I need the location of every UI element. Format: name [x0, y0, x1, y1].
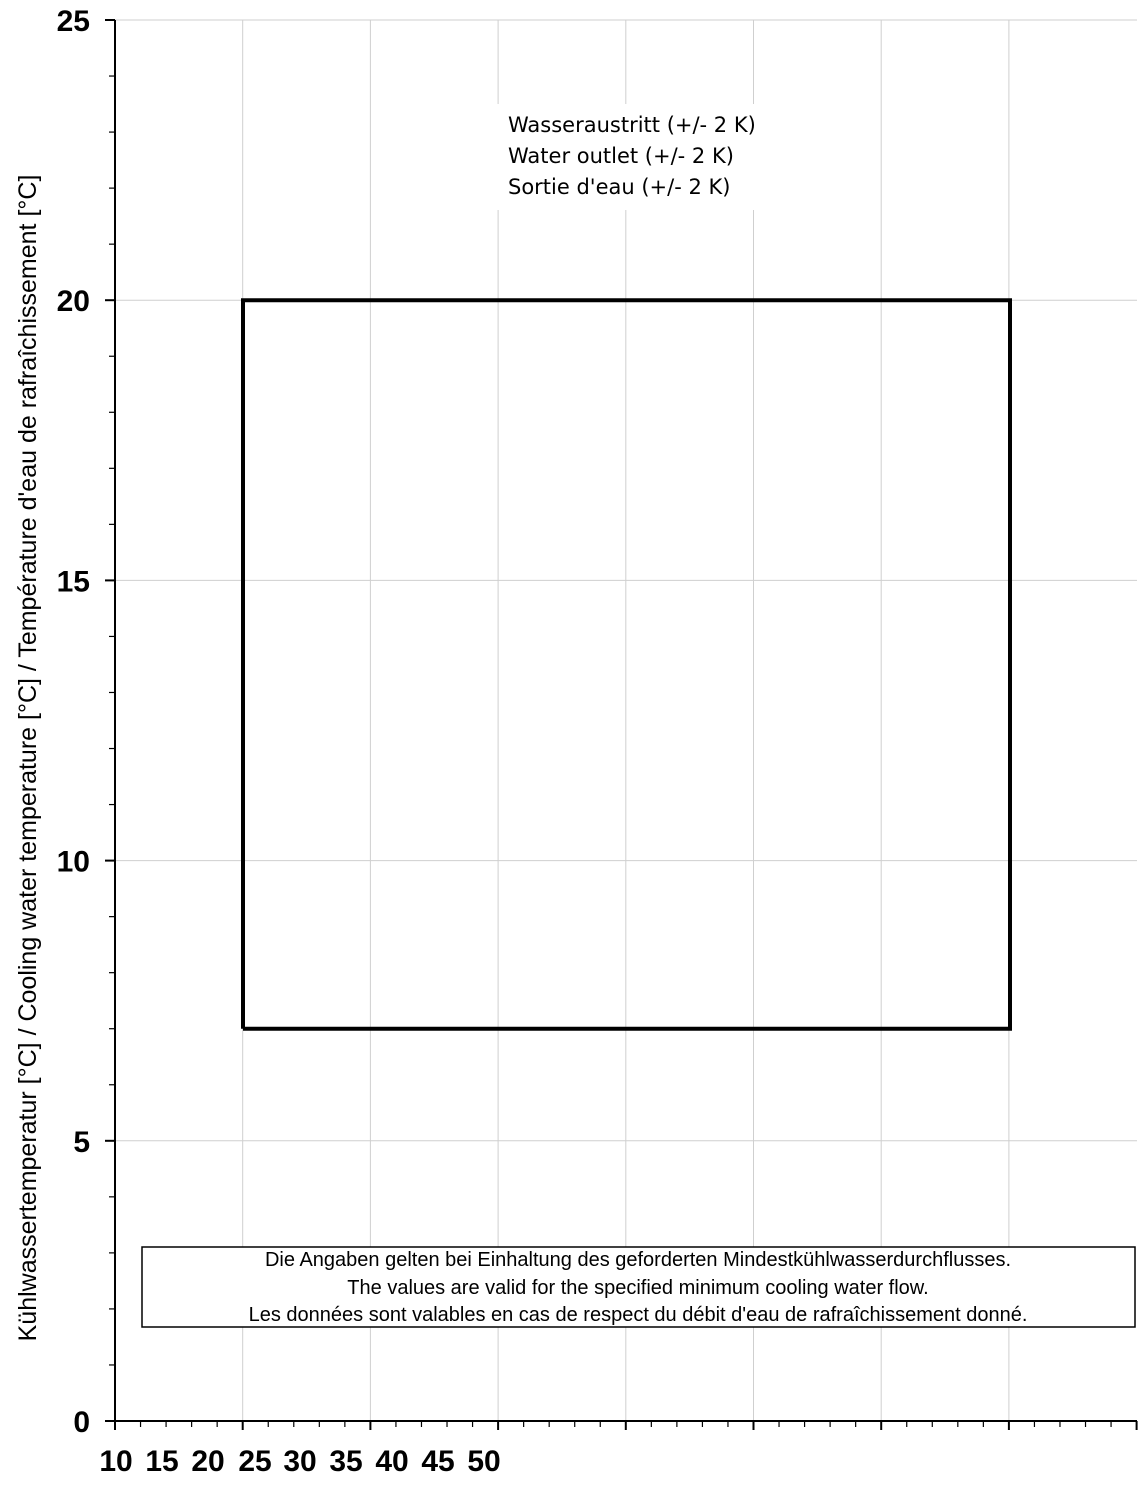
validity-note-line-fr: Les données sont valables en cas de resp… — [249, 1304, 1028, 1326]
validity-note-line-de: Die Angaben gelten bei Einhaltung des ge… — [265, 1249, 1011, 1271]
x-tick-label: 15 — [145, 1445, 178, 1478]
annotation-background — [497, 104, 767, 210]
x-tick-label: 25 — [238, 1445, 271, 1478]
x-tick-labels: 10 15 20 25 30 35 40 45 50 — [99, 1445, 500, 1478]
y-tick-label: 10 — [57, 846, 90, 879]
y-tick-label: 15 — [57, 565, 90, 598]
series-layer — [241, 298, 1012, 1031]
x-tick-label: 10 — [99, 1445, 132, 1478]
validity-note: Die Angaben gelten bei Einhaltung des ge… — [141, 1246, 1136, 1328]
x-tick-label: 50 — [467, 1445, 500, 1478]
y-tick-label: 5 — [73, 1126, 90, 1159]
validity-note-box — [141, 1246, 1136, 1328]
y-tick-labels: 0 5 10 15 20 25 — [57, 5, 90, 1439]
x-tick-label: 20 — [191, 1445, 224, 1478]
annotation-line-de: Wasseraustritt (+/- 2 K) — [508, 113, 756, 137]
y-axis-label: Kühlwassertemperatur [°C] / Cooling wate… — [14, 175, 42, 1342]
y-tick-label: 25 — [57, 5, 90, 38]
validity-note-line-en: The values are valid for the specified m… — [347, 1277, 928, 1299]
x-tick-label: 40 — [375, 1445, 408, 1478]
annotation-line-en: Water outlet (+/- 2 K) — [508, 144, 734, 168]
annotation-block: Wasseraustritt (+/- 2 K) Water outlet (+… — [497, 104, 767, 210]
y-tick-label: 0 — [73, 1406, 90, 1439]
x-tick-label: 35 — [329, 1445, 362, 1478]
operating-envelope-line — [241, 298, 1012, 1031]
y-tick-label: 20 — [57, 285, 90, 318]
axes — [105, 19, 1138, 1430]
x-tick-label: 30 — [283, 1445, 316, 1478]
grid — [115, 19, 1137, 1421]
annotation-line-fr: Sortie d'eau (+/- 2 K) — [508, 175, 730, 199]
x-tick-label: 45 — [421, 1445, 454, 1478]
